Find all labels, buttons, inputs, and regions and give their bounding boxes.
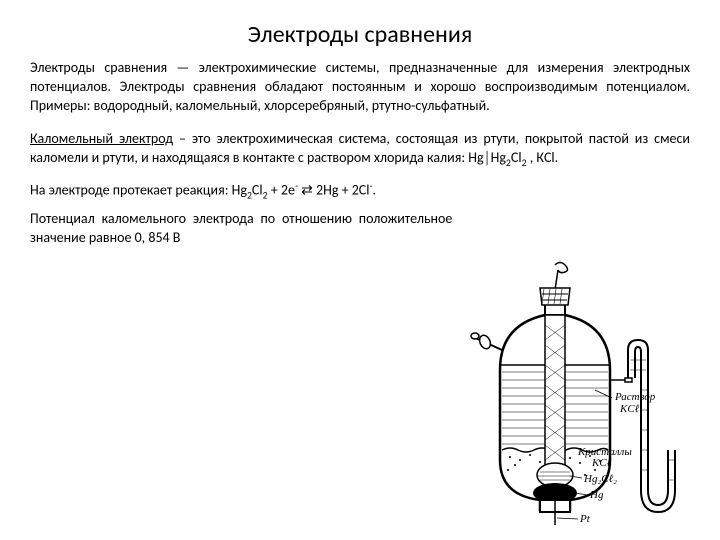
calomel-text-3: , КCl. — [527, 149, 559, 166]
reaction-text-4: . — [372, 181, 376, 198]
label-hgcl: Hg₂Cℓ₂ — [583, 473, 617, 485]
label-solution-2: KCℓ — [619, 403, 640, 415]
potential-paragraph: Потенциал каломельного электрода по отно… — [30, 210, 452, 248]
reaction-text-1: На электроде протекает реакция: Hg — [30, 181, 247, 198]
label-crystals-2: KCℓ — [591, 457, 612, 469]
reaction-text-2: Cl — [252, 181, 263, 198]
reaction-text-3: + 2e — [268, 181, 295, 198]
calomel-term: Каломельный электрод — [30, 130, 173, 147]
label-pt: Pt — [579, 513, 591, 525]
reaction-arrow: ⇄ 2Hg + 2Cl — [298, 181, 370, 198]
intro-paragraph: Электроды сравнения — электрохимические … — [30, 59, 690, 116]
page-title: Электроды сравнения — [30, 20, 690, 49]
calomel-text-2: Cl — [511, 149, 522, 166]
electrode-diagram: Раствор KCℓ Кристаллы KCℓ Hg₂Cℓ₂ Hg Pt — [460, 260, 690, 530]
label-solution-1: Раствор — [614, 391, 656, 403]
reaction-paragraph: На электроде протекает реакция: Hg2Cl2 +… — [30, 180, 452, 203]
calomel-paragraph: Каломельный электрод – это электрохимиче… — [30, 130, 690, 170]
label-hg: Hg — [589, 489, 604, 501]
